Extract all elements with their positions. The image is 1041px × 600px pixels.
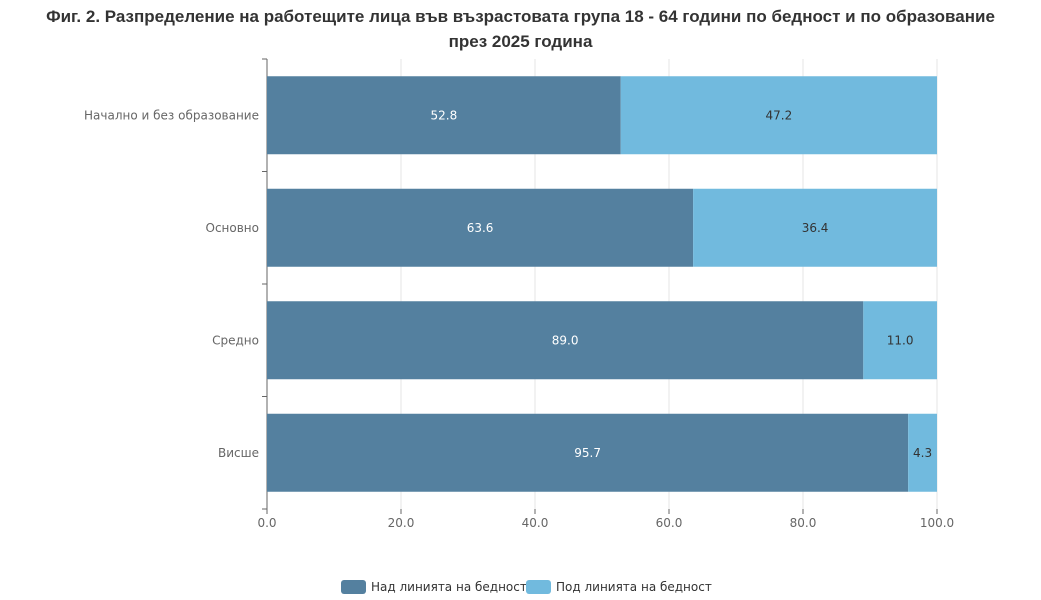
data-label: 63.6 (467, 221, 494, 235)
bar-below-poverty (908, 413, 937, 492)
data-label: 89.0 (552, 333, 579, 347)
bar-above-poverty (267, 188, 694, 267)
chart-title-line2: през 2025 година (448, 32, 593, 51)
x-tick-label: 60.0 (656, 516, 683, 530)
chart-title-line1: Фиг. 2. Разпределение на работещите лица… (46, 7, 995, 26)
legend-swatch (341, 580, 366, 594)
x-tick-label: 40.0 (522, 516, 549, 530)
y-tick-label: Основно (206, 221, 260, 235)
legend-label: Под линията на бедност (556, 580, 712, 594)
y-tick-label: Средно (212, 333, 259, 347)
legend-swatch (526, 580, 551, 594)
chart-title: Фиг. 2. Разпределение на работещите лица… (0, 4, 1041, 54)
x-tick-label: 80.0 (790, 516, 817, 530)
bar-above-poverty (267, 413, 909, 492)
x-tick-label: 100.0 (920, 516, 954, 530)
data-label: 4.3 (913, 446, 932, 460)
data-label: 95.7 (574, 446, 601, 460)
data-label: 11.0 (887, 333, 914, 347)
bar-below-poverty (620, 76, 937, 155)
data-label: 52.8 (431, 108, 458, 122)
bar-below-poverty (693, 188, 937, 267)
data-label: 47.2 (766, 108, 793, 122)
bar-above-poverty (267, 76, 621, 155)
y-tick-label: Начално и без образование (84, 108, 259, 122)
bar-above-poverty (267, 301, 864, 380)
data-label: 36.4 (802, 221, 829, 235)
x-tick-label: 0.0 (257, 516, 276, 530)
bar-below-poverty (863, 301, 937, 380)
y-tick-label: Висше (218, 446, 259, 460)
legend-label: Над линията на бедност (371, 580, 527, 594)
x-tick-label: 20.0 (388, 516, 415, 530)
